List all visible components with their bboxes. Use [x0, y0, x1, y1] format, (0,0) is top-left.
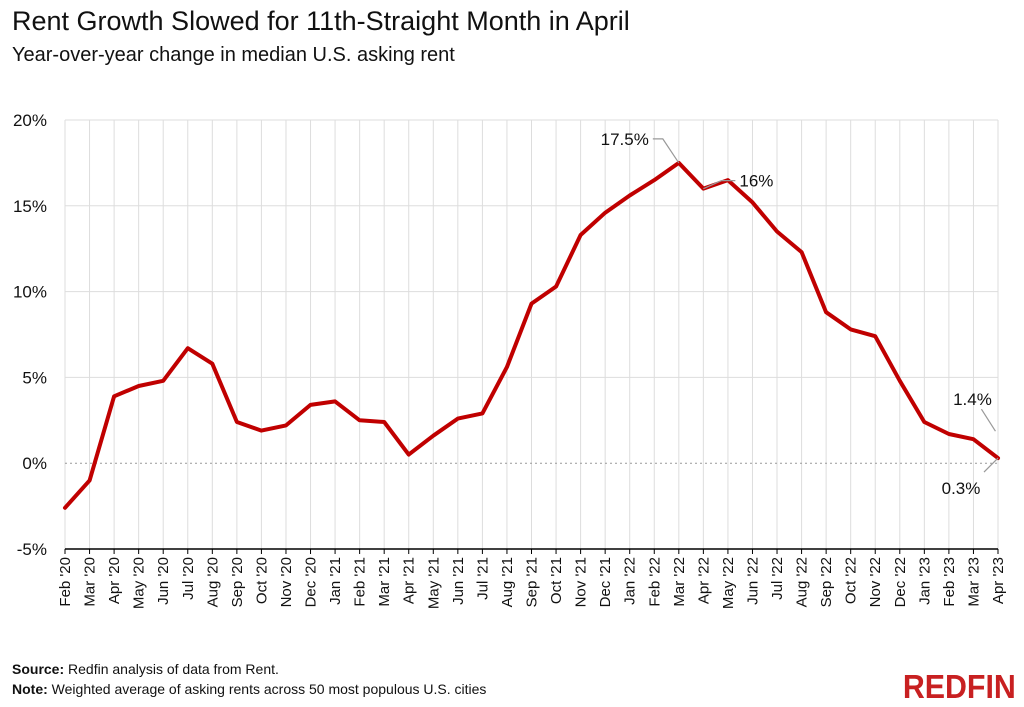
x-tick-label: Jun '22 [744, 557, 761, 605]
annotation-label: 0.3% [942, 479, 981, 498]
annotation-label: 1.4% [953, 390, 992, 409]
x-tick-label: Mar '20 [82, 557, 99, 607]
x-tick-label: Feb '20 [57, 557, 74, 607]
x-tick-label: Sep '22 [818, 557, 835, 607]
x-tick-label: Apr '20 [106, 557, 123, 604]
x-tick-label: Oct '20 [253, 557, 270, 604]
x-tick-label: Oct '21 [548, 557, 565, 604]
x-tick-label: Sep '20 [229, 557, 246, 607]
x-tick-label: May '21 [425, 557, 442, 609]
x-tick-label: Feb '22 [646, 557, 663, 607]
x-tick-label: Jan '22 [622, 557, 639, 605]
x-tick-label: Apr '23 [990, 557, 1007, 604]
x-tick-label: Aug '21 [499, 557, 516, 607]
x-tick-label: Mar '23 [965, 557, 982, 607]
y-tick-label: 0% [22, 454, 47, 473]
x-tick-label: Mar '22 [671, 557, 688, 607]
source-note: Source: Redfin analysis of data from Ren… [12, 661, 279, 677]
x-tick-label: Apr '21 [401, 557, 418, 604]
x-tick-label: Apr '22 [695, 557, 712, 604]
x-tick-label: Mar '21 [376, 557, 393, 607]
x-tick-label: Jan '21 [327, 557, 344, 605]
x-tick-label: Dec '22 [892, 557, 909, 607]
gridlines [64, 119, 999, 549]
annotations: 17.5% 16% 1.4% 0.3% [601, 130, 999, 498]
x-tick-label: Feb '23 [941, 557, 958, 607]
series-line [63, 160, 1000, 510]
footnote: Note: Weighted average of asking rents a… [12, 681, 486, 697]
x-tick-label: Jul '21 [474, 557, 491, 600]
y-tick-label: 15% [13, 197, 47, 216]
x-tick-label: Nov '20 [278, 557, 295, 607]
x-tick-label: Dec '20 [303, 557, 320, 607]
annotation-leader [983, 457, 999, 473]
annotation-leader [980, 408, 996, 432]
x-tick-label: Jan '23 [916, 557, 933, 605]
x-tick-label: Nov '22 [867, 557, 884, 607]
source-label: Source: [12, 661, 65, 677]
chart-title: Rent Growth Slowed for 11th-Straight Mon… [12, 6, 630, 36]
x-tick-label: Sep '21 [524, 557, 541, 607]
x-tick-label: Dec '21 [597, 557, 614, 607]
x-tick-label: Aug '22 [794, 557, 811, 607]
x-tick-label: May '20 [131, 557, 148, 609]
x-tick-label: Oct '22 [843, 557, 860, 604]
y-tick-label: 5% [22, 368, 47, 387]
x-tick-label: Aug '20 [204, 557, 221, 607]
chart-subtitle: Year-over-year change in median U.S. ask… [12, 44, 455, 66]
x-tick-label: Jul '20 [180, 557, 197, 600]
source-text: Redfin analysis of data from Rent. [64, 661, 279, 677]
x-tick-label: Jun '20 [155, 557, 172, 605]
series-layer [63, 160, 1000, 510]
annotation-label: 16% [739, 172, 773, 191]
annotation-leader [703, 180, 736, 190]
x-tick-label: Nov '21 [573, 557, 590, 607]
x-tick-label: Feb '21 [352, 557, 369, 607]
note-label: Note: [12, 681, 48, 697]
annotation-label: 17.5% [601, 130, 649, 149]
y-tick-label: 20% [13, 111, 47, 130]
redfin-logo: REDFIN [902, 668, 1016, 705]
x-tick-label: Jun '21 [450, 557, 467, 605]
y-axis: -5% 0% 5% 10% 15% 20% [13, 111, 47, 559]
x-axis: Feb '20 Mar '20 Apr '20 May '20 Jun '20 Jul '… [57, 548, 1007, 609]
x-tick-label: May '22 [720, 557, 737, 609]
y-tick-label: 10% [13, 283, 47, 302]
annotation-leader [652, 138, 680, 164]
y-tick-label: -5% [17, 540, 47, 559]
x-tick-label: Jul '22 [769, 557, 786, 600]
note-text: Weighted average of asking rents across … [47, 681, 487, 697]
